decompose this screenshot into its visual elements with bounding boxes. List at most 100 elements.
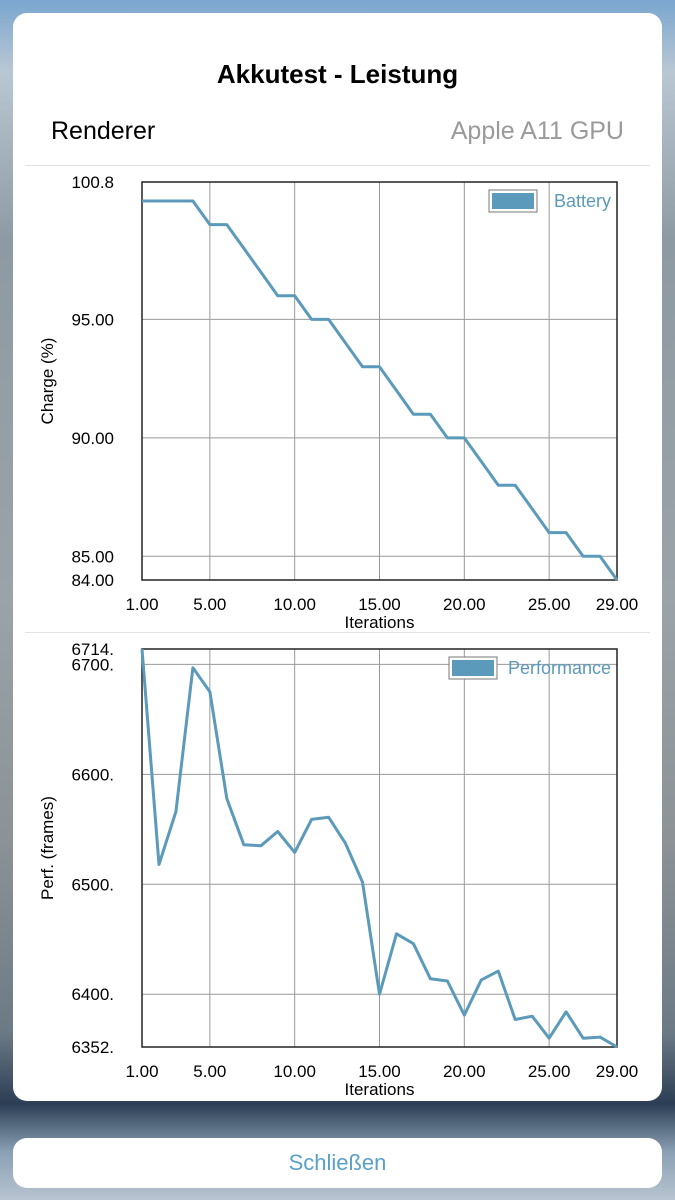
data-point (566, 1011, 567, 1012)
data-point (209, 224, 210, 225)
renderer-value: Apple A11 GPU (450, 117, 624, 145)
legend-label: Performance (508, 658, 611, 678)
sheet-title: Akkutest - Leistung (216, 59, 459, 89)
data-point (226, 798, 227, 799)
data-point (413, 943, 414, 944)
y-tick-label: 6352. (71, 1038, 114, 1057)
data-point (328, 817, 329, 818)
data-point (209, 691, 210, 692)
x-tick-label: 1.00 (125, 595, 158, 614)
data-point (345, 343, 346, 344)
renderer-label: Renderer (51, 117, 156, 145)
y-tick-label: 84.00 (71, 571, 114, 590)
y-axis-label: Perf. (frames) (38, 796, 57, 900)
x-tick-label: 20.00 (443, 595, 486, 614)
x-axis-label: Iterations (345, 1080, 415, 1099)
data-point (447, 981, 448, 982)
performance-chart: 1.00 5.00 10.00 15.00 20.00 25.00 29.00 6352. 64… (13, 633, 662, 1099)
data-point (515, 1019, 516, 1020)
y-tick-label: 6600. (71, 765, 114, 784)
x-tick-label: 5.00 (193, 595, 226, 614)
data-point (481, 979, 482, 980)
data-point (430, 978, 431, 979)
chart-svg: 1.00 5.00 10.00 15.00 20.00 25.00 29.00 84.00 85… (38, 173, 639, 632)
data-point (379, 366, 380, 367)
x-tick-label: 29.00 (596, 1062, 639, 1081)
data-point (142, 649, 143, 650)
x-tick-label: 1.00 (125, 1062, 158, 1081)
chart-svg: 1.00 5.00 10.00 15.00 20.00 25.00 29.00 6352. 64… (38, 640, 639, 1099)
y-axis-label: Charge (%) (38, 338, 57, 425)
data-point (617, 580, 618, 581)
data-point (277, 831, 278, 832)
data-point (464, 437, 465, 438)
data-point (600, 1037, 601, 1038)
legend: Battery (488, 189, 611, 213)
data-point (549, 1038, 550, 1039)
x-tick-label: 29.00 (596, 595, 639, 614)
data-point (413, 414, 414, 415)
data-point (447, 437, 448, 438)
x-tick-label: 5.00 (193, 1062, 226, 1081)
data-point (600, 556, 601, 557)
data-point (481, 461, 482, 462)
y-tick-label: 6714. (71, 640, 114, 659)
y-tick-label: 6700. (71, 655, 114, 674)
y-tick-label: 95.00 (71, 310, 114, 329)
legend: Performance (448, 656, 611, 680)
legend-label: Battery (554, 191, 611, 211)
series-line (140, 648, 618, 1049)
x-tick-label: 10.00 (273, 1062, 316, 1081)
battery-chart: 1.00 5.00 10.00 15.00 20.00 25.00 29.00 84.00 85… (13, 166, 662, 632)
separator (25, 165, 650, 166)
x-tick-label: 20.00 (443, 1062, 486, 1081)
data-point (311, 819, 312, 820)
data-point (158, 864, 159, 865)
data-point (345, 843, 346, 844)
data-point (294, 295, 295, 296)
data-point (142, 200, 143, 201)
y-tick-label: 100.8 (71, 173, 114, 192)
data-point (311, 319, 312, 320)
data-point (498, 971, 499, 972)
data-point (498, 485, 499, 486)
data-point (243, 844, 244, 845)
x-tick-label: 15.00 (358, 1062, 401, 1081)
series-line (142, 199, 619, 581)
x-tick-label: 25.00 (528, 1062, 571, 1081)
data-point (226, 224, 227, 225)
y-tick-label: 90.00 (71, 429, 114, 448)
x-tick-label: 15.00 (358, 595, 401, 614)
data-point (362, 882, 363, 883)
x-tick-label: 10.00 (273, 595, 316, 614)
y-tick-label: 85.00 (71, 547, 114, 566)
legend-swatch (452, 660, 494, 676)
data-point (158, 200, 159, 201)
plot-frame (141, 181, 618, 581)
data-point (617, 1047, 618, 1048)
data-point (175, 811, 176, 812)
x-axis-label: Iterations (345, 613, 415, 632)
data-point (277, 295, 278, 296)
close-button[interactable]: Schließen (13, 1138, 662, 1188)
data-point (583, 556, 584, 557)
y-tick-label: 6400. (71, 985, 114, 1004)
data-point (464, 1015, 465, 1016)
results-sheet: Akkutest - Leistung Renderer Apple A11 G… (13, 13, 662, 1101)
data-point (532, 508, 533, 509)
data-point (362, 366, 363, 367)
data-point (430, 414, 431, 415)
data-point (549, 532, 550, 533)
data-point (243, 248, 244, 249)
data-point (379, 994, 380, 995)
y-tick-label: 6500. (71, 875, 114, 894)
data-point (566, 532, 567, 533)
data-point (583, 1038, 584, 1039)
data-point (396, 933, 397, 934)
data-point (192, 667, 193, 668)
data-point (396, 390, 397, 391)
data-point (260, 272, 261, 273)
data-point (532, 1016, 533, 1017)
data-point (175, 200, 176, 201)
data-point (260, 845, 261, 846)
